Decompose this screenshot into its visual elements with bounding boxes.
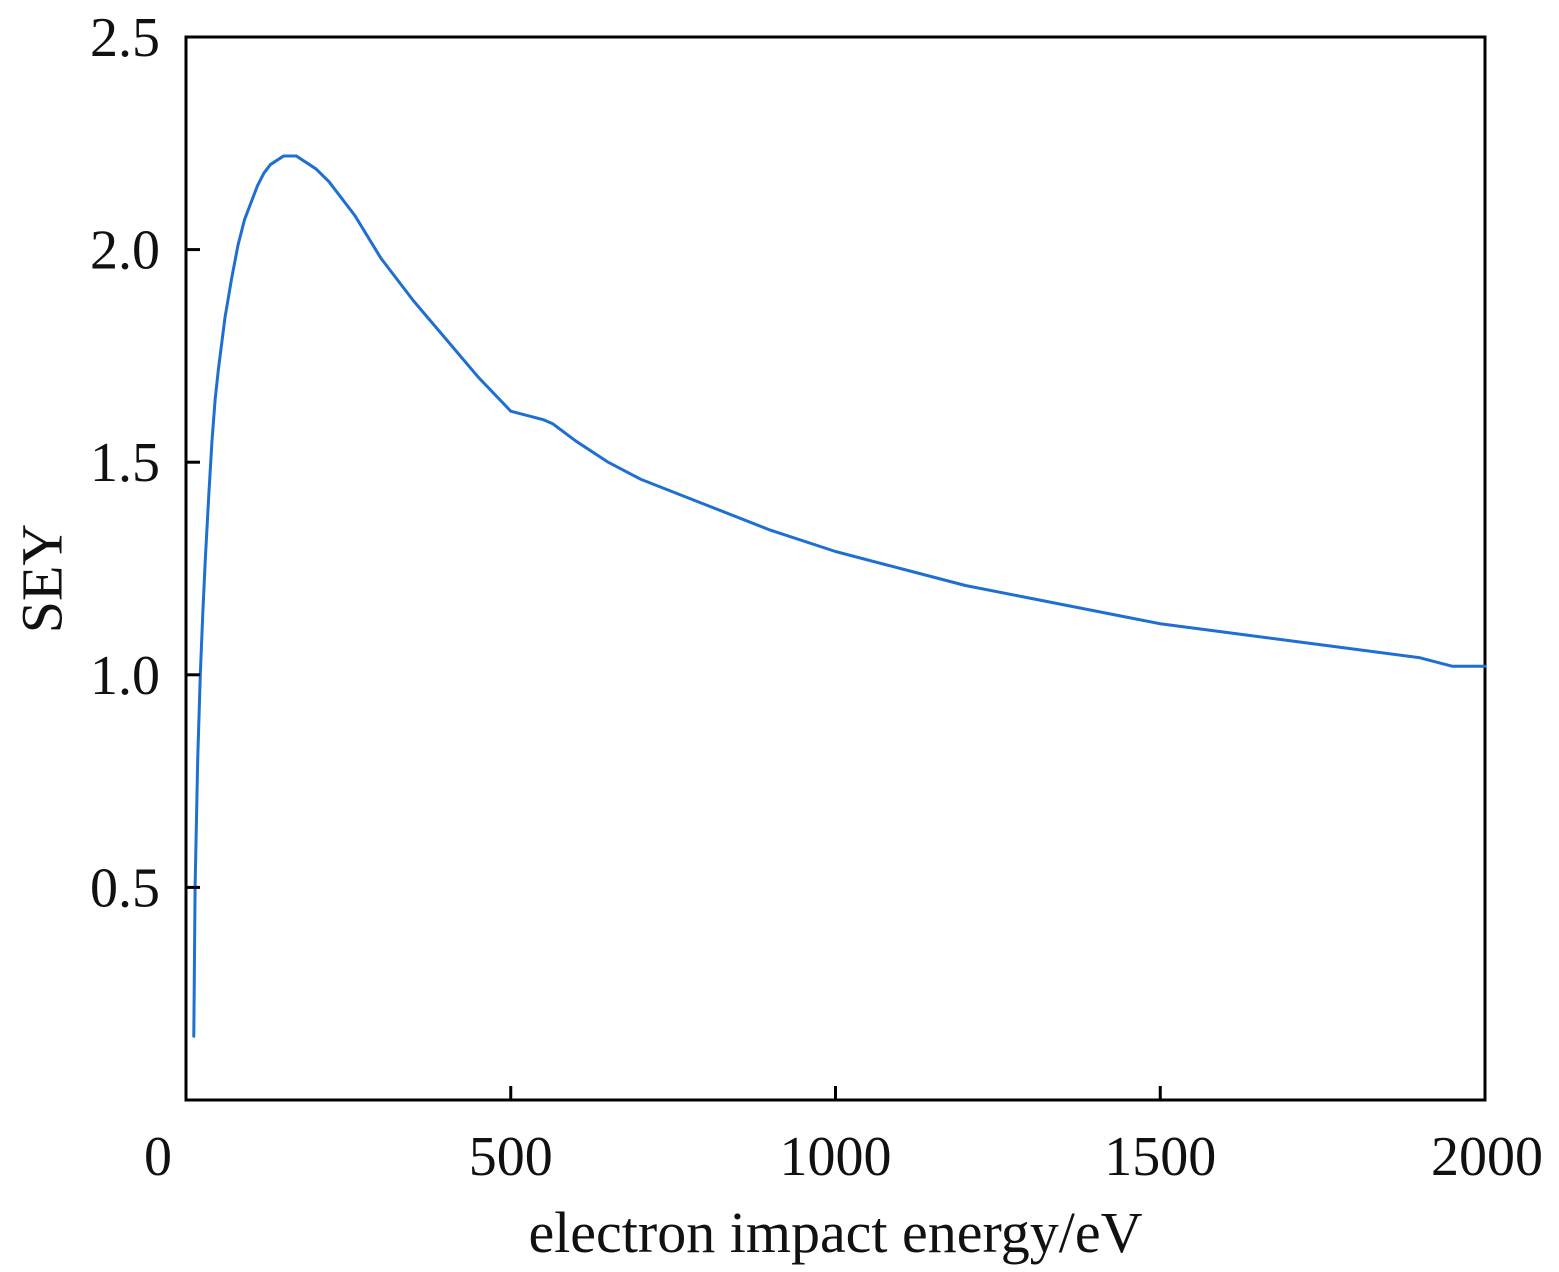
- axis-ticks: [186, 248, 1162, 1100]
- x-tick-label-2000: 2000: [1431, 1126, 1543, 1188]
- y-axis-title: SEY: [10, 524, 75, 634]
- y-tick-label-1.5: 1.5: [90, 432, 160, 494]
- y-tick-label-2: 2.0: [90, 220, 160, 282]
- x-axis-title: electron impact energy/eV: [528, 1200, 1142, 1265]
- x-tick-label-1000: 1000: [780, 1126, 892, 1188]
- x-tick-label-500: 500: [469, 1126, 553, 1188]
- y-tick-label-0.5: 0.5: [90, 857, 160, 919]
- plot-area: [184, 35, 1487, 1102]
- x-tick-label-0: 0: [144, 1126, 172, 1188]
- plot-frame: [184, 35, 1487, 1102]
- x-tick-label-1500: 1500: [1104, 1126, 1216, 1188]
- y-tick-label-2.5: 2.5: [90, 7, 160, 69]
- tick-labels: 0 500 1000 1500 2000 0.5 1.0 1.5 2.0 2.5: [90, 7, 1543, 1188]
- y-tick-label-1: 1.0: [90, 645, 160, 707]
- series-line-0: [192, 154, 1487, 1038]
